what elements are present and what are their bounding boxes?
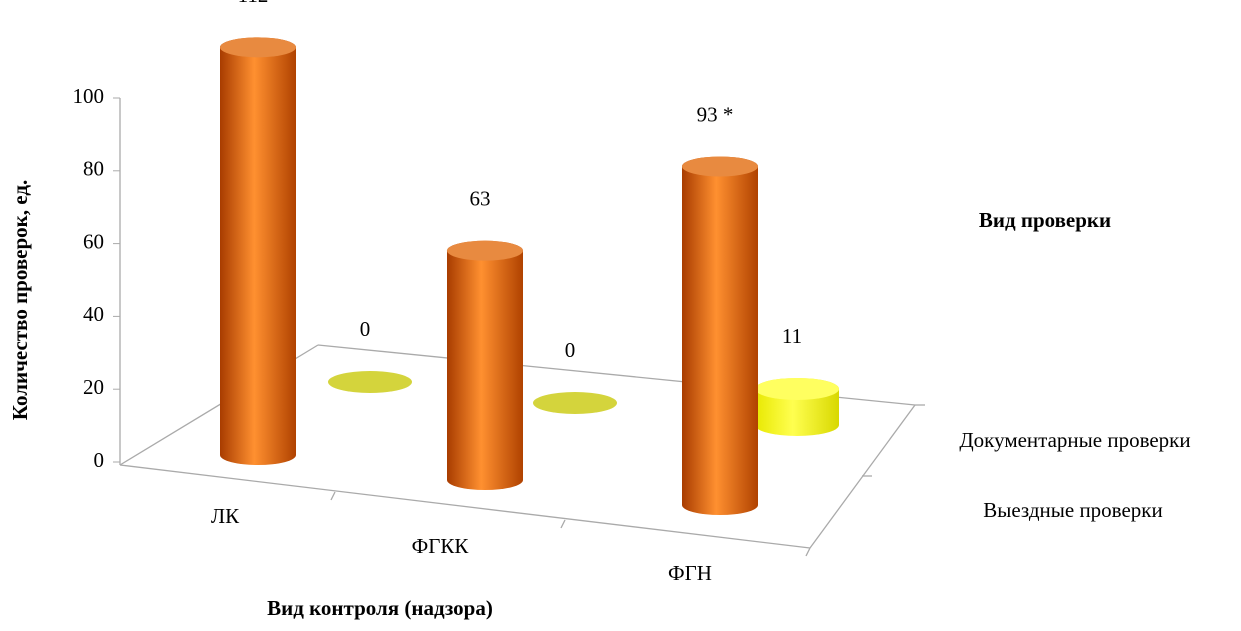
bar-top: [682, 156, 758, 177]
bar: [682, 156, 758, 515]
y-tick-label: 20: [83, 375, 104, 399]
x-tick-label: ФГН: [668, 561, 712, 585]
legend-label: Документарные проверки: [959, 428, 1190, 452]
data-label: 112: [238, 0, 269, 7]
x-tick: [805, 547, 811, 557]
data-label: 93 *: [697, 102, 734, 126]
y-tick-label: 100: [73, 84, 105, 108]
x-tick-label: ЛК: [211, 504, 240, 528]
y-tick-label: 80: [83, 157, 104, 181]
bar: [447, 240, 523, 490]
bar-top: [447, 240, 523, 261]
x-tick-label: ФГКК: [412, 534, 470, 558]
x-tick: [560, 519, 566, 529]
y-tick-label: 0: [94, 448, 105, 472]
legend-title: Вид проверки: [979, 208, 1111, 232]
x-axis-title: Вид контроля (надзора): [267, 596, 493, 620]
y-axis-title: Количество проверок, ед.: [8, 180, 32, 420]
y-tick-label: 40: [83, 302, 104, 326]
bar-top: [755, 377, 839, 400]
x-tick: [330, 491, 336, 501]
legend-label: Выездные проверки: [983, 498, 1163, 522]
bar-top: [220, 37, 296, 58]
x-axis: [119, 464, 811, 549]
bar: [220, 37, 296, 465]
bar: [533, 392, 617, 414]
data-label: 63: [470, 186, 491, 210]
data-label: 0: [360, 317, 371, 341]
data-label: 0: [565, 338, 576, 362]
data-label: 11: [782, 324, 802, 348]
y-tick-label: 60: [83, 229, 104, 253]
bar: [328, 371, 412, 393]
